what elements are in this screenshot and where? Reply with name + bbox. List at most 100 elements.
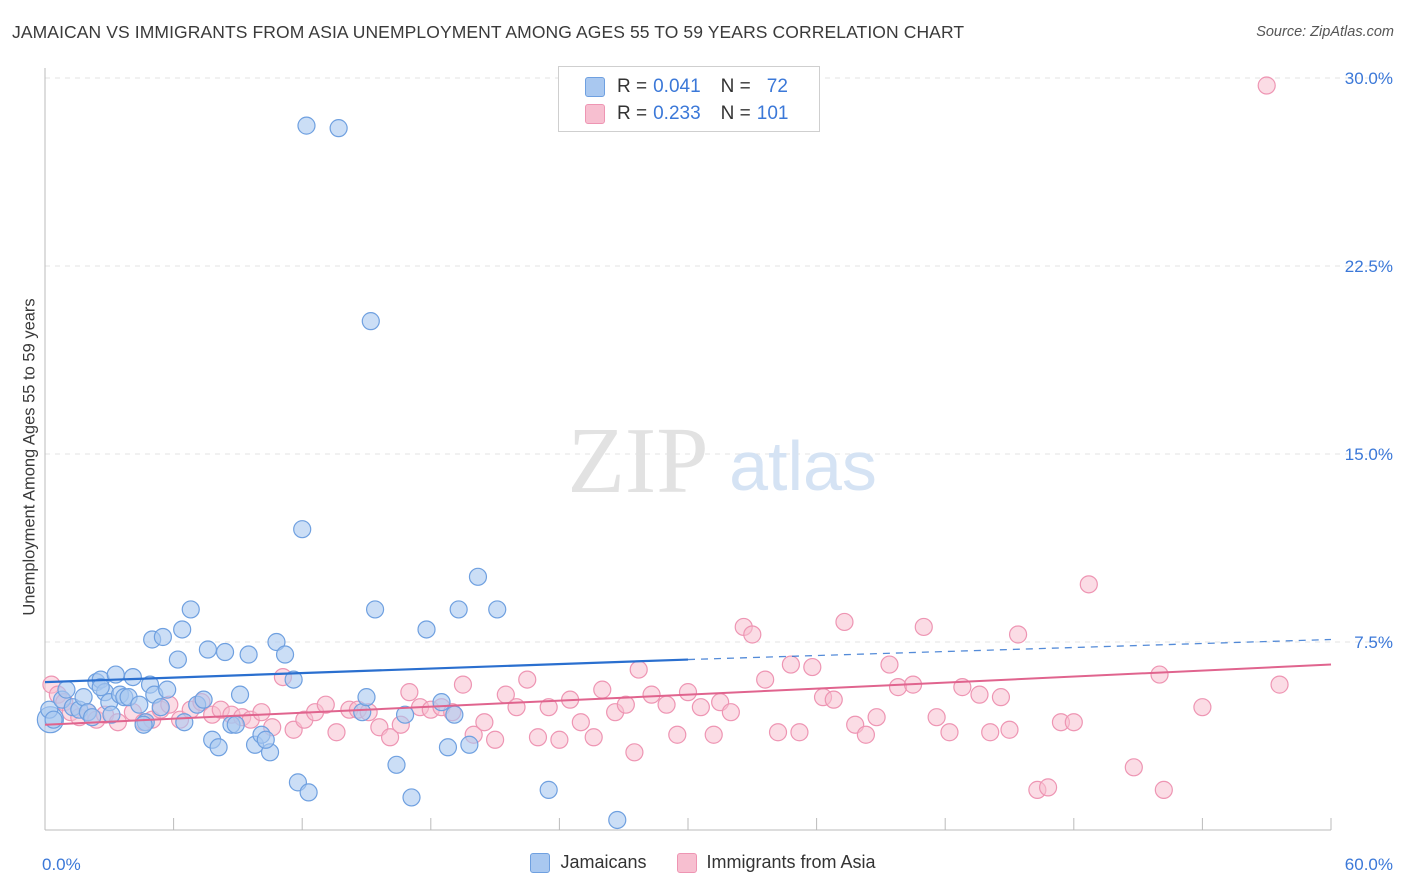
asia-point [1154, 780, 1173, 799]
asia-point [743, 625, 762, 644]
asia-point [835, 612, 854, 632]
asia-point [486, 730, 505, 749]
asia-point [914, 617, 933, 637]
y-tick-label: 15.0% [1345, 445, 1393, 464]
jamaican-point [357, 688, 376, 707]
asia-point [550, 730, 569, 749]
jamaican-point [432, 693, 451, 712]
jamaican-point [153, 627, 172, 647]
legend-row-asia: R = 0.233 N = 101 [585, 102, 788, 126]
asia-point [539, 698, 558, 717]
n-value: 72 [766, 76, 788, 97]
jamaican-point [402, 788, 421, 807]
asia-point [316, 695, 335, 714]
jamaican-point [181, 600, 200, 619]
watermark-atlas: atlas [729, 427, 877, 505]
jamaican-point [387, 755, 406, 774]
asia-point [584, 728, 603, 747]
asia-point [1000, 720, 1019, 739]
tick-labels: 7.5% 15.0% 22.5% 30.0% 0.0% 60.0% [42, 69, 1393, 874]
jamaican-point [445, 705, 464, 724]
asia-point [1124, 758, 1143, 777]
r-label: R = [617, 103, 648, 124]
legend-label-jamaicans: Jamaicans [560, 852, 647, 872]
jamaican-point [488, 600, 507, 619]
asia-point [642, 685, 661, 704]
asia-point [981, 723, 1000, 742]
asia-point [593, 680, 612, 699]
asia-point [571, 713, 590, 732]
asia-point [1150, 665, 1169, 684]
jamaican-point [102, 705, 121, 724]
asia-point [453, 675, 473, 694]
jamaican-point [417, 620, 436, 639]
jamaican-point [267, 632, 286, 652]
y-tick-label: 22.5% [1345, 257, 1393, 276]
legend-item-jamaicans: Jamaicans [530, 852, 647, 873]
r-value: 0.233 [653, 103, 701, 124]
jamaican-point [57, 680, 76, 699]
jamaican-point [438, 738, 458, 757]
jamaican-point [173, 620, 192, 639]
jamaicans-swatch [585, 77, 605, 97]
jamaican-point [395, 705, 415, 724]
r-label: R = [617, 76, 648, 97]
asia-point [507, 698, 526, 717]
asia-point [625, 743, 644, 762]
n-value: 101 [756, 103, 789, 124]
asia-point [1193, 698, 1212, 717]
asia-point [704, 725, 723, 744]
jamaican-point [198, 640, 217, 659]
asia-point [768, 723, 788, 742]
asia-point [824, 690, 843, 709]
asia-point [781, 655, 800, 674]
asia-point [1257, 76, 1276, 95]
jamaicans-swatch [530, 852, 551, 873]
jamaican-point [74, 688, 93, 707]
jamaican-point [239, 645, 258, 664]
asia-point [856, 725, 875, 744]
jamaican-point [299, 783, 318, 802]
asia-point [1008, 625, 1028, 644]
jamaican-point [365, 600, 385, 619]
jamaican-point [449, 600, 468, 619]
jamaican-point [215, 642, 235, 662]
legend-row-jamaicans: R = 0.041 N = 72 [585, 75, 788, 99]
n-label: N = [720, 76, 751, 97]
watermark: ZIP atlas [568, 409, 877, 513]
asia-point [1064, 713, 1083, 732]
series-legend: Jamaicans Immigrants from Asia [0, 852, 1406, 873]
asia-swatch [585, 104, 605, 124]
jamaican-point [130, 695, 149, 714]
correlation-legend: R = 0.041 N = 72 R = 0.233 N = 101 [558, 66, 820, 132]
asia-point [678, 683, 698, 702]
jamaican-point [460, 735, 479, 754]
jamaicans-trend-extension [687, 638, 1332, 661]
asia-point [1038, 778, 1058, 797]
jamaican-point [353, 703, 372, 722]
jamaican-point [44, 710, 63, 729]
asia-point [475, 713, 494, 732]
asia-point [940, 723, 959, 742]
jamaican-point [168, 650, 187, 669]
asia-point [691, 698, 710, 717]
jamaican-point [209, 738, 228, 757]
jamaican-point [297, 116, 316, 135]
jamaican-point [226, 715, 245, 734]
r-value: 0.041 [653, 76, 701, 97]
jamaican-point [175, 713, 194, 732]
jamaican-point [256, 730, 275, 749]
asia-point [970, 685, 989, 704]
asia-point [867, 708, 886, 727]
asia-point [756, 670, 775, 689]
jamaican-point [284, 670, 303, 689]
jamaican-point [608, 810, 627, 830]
asia-point [880, 655, 899, 674]
asia-point [1270, 675, 1289, 694]
jamaican-point [468, 567, 488, 586]
asia-point [721, 703, 740, 722]
x-tick-label: 60.0% [1345, 855, 1393, 874]
jamaican-point [158, 680, 177, 699]
asia-point [790, 723, 809, 742]
asia-point [528, 728, 548, 747]
